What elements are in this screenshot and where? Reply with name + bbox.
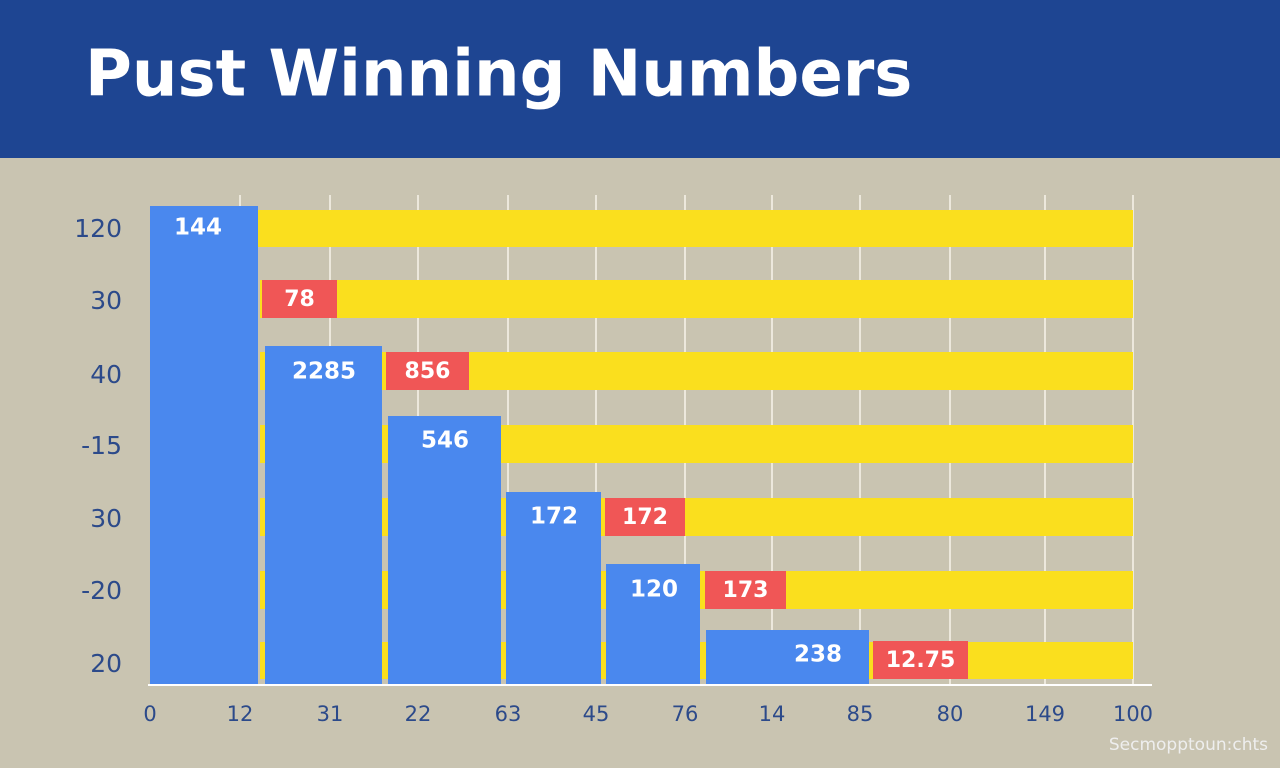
blue-bar bbox=[706, 630, 869, 685]
blue-bar bbox=[265, 346, 382, 685]
y-label: -20 bbox=[81, 576, 122, 605]
red-label: 78 bbox=[284, 287, 315, 312]
yellow-bar bbox=[247, 210, 1133, 247]
x-label: 14 bbox=[759, 702, 786, 726]
red-label: 173 bbox=[723, 578, 769, 603]
x-label: 63 bbox=[495, 702, 522, 726]
blue-bar-label: 238 bbox=[794, 642, 842, 668]
x-label: 149 bbox=[1025, 702, 1065, 726]
x-label: 0 bbox=[143, 702, 156, 726]
chart-area: 14422855461721202387885617217312.7512030… bbox=[74, 195, 1153, 726]
y-label: 40 bbox=[90, 360, 122, 389]
y-label: 30 bbox=[90, 504, 122, 533]
header-title: Pust Winning Numbers bbox=[85, 38, 912, 112]
header-band bbox=[0, 0, 1280, 158]
red-label: 12.75 bbox=[886, 648, 956, 673]
red-label: 856 bbox=[405, 359, 451, 384]
y-label: -15 bbox=[81, 431, 122, 460]
x-label: 85 bbox=[847, 702, 874, 726]
red-label-box bbox=[386, 352, 469, 390]
y-label: 120 bbox=[74, 214, 122, 243]
blue-bar bbox=[150, 206, 258, 685]
x-label: 31 bbox=[317, 702, 344, 726]
watermark: Secmopptoun:chts bbox=[1109, 735, 1268, 755]
blue-bar bbox=[388, 416, 501, 685]
red-label-box bbox=[262, 280, 337, 318]
y-label: 30 bbox=[90, 286, 122, 315]
blue-bar-label: 144 bbox=[174, 215, 222, 241]
red-label-box bbox=[605, 498, 685, 536]
blue-bar-label: 172 bbox=[530, 504, 578, 530]
y-label: 20 bbox=[90, 649, 122, 678]
x-label: 22 bbox=[405, 702, 432, 726]
blue-bar-label: 120 bbox=[630, 577, 678, 603]
x-label: 80 bbox=[937, 702, 964, 726]
blue-bar bbox=[606, 564, 700, 685]
blue-bar-label: 546 bbox=[421, 428, 469, 454]
x-label: 76 bbox=[672, 702, 699, 726]
red-label: 172 bbox=[622, 505, 668, 530]
x-label: 100 bbox=[1113, 702, 1153, 726]
red-label-box bbox=[873, 641, 968, 679]
blue-bar bbox=[506, 492, 601, 685]
red-label-box bbox=[705, 571, 786, 609]
yellow-bar bbox=[260, 280, 1133, 318]
x-label: 45 bbox=[583, 702, 610, 726]
x-label: 12 bbox=[227, 702, 254, 726]
blue-bar-label: 2285 bbox=[292, 359, 356, 385]
